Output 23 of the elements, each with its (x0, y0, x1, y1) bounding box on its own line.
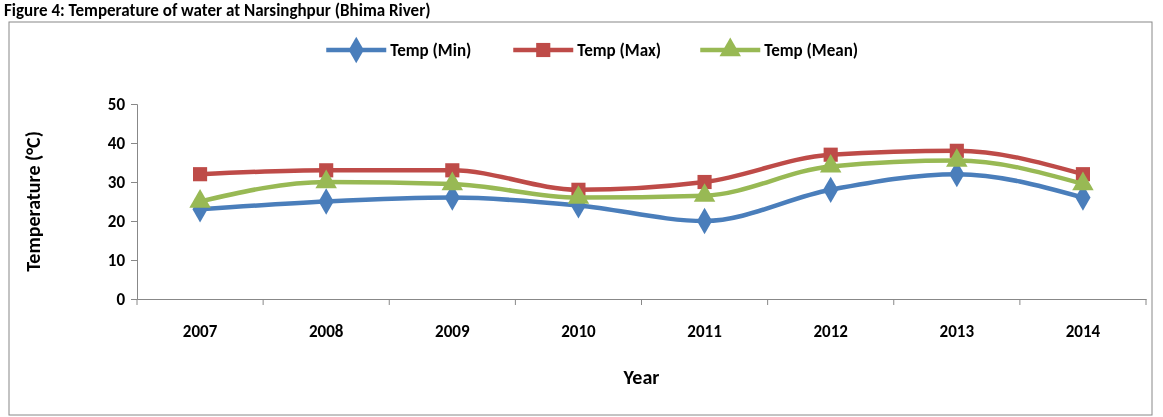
x-tick-label: 2009 (435, 321, 470, 343)
legend-label: Temp (Mean) (764, 40, 859, 61)
point (192, 167, 208, 182)
y-tick-label: 10 (107, 249, 126, 271)
x-tick-label: 2008 (308, 321, 344, 343)
chart-title: Figure 4: Temperature of water at Narsinghpur (Bhima River) (4, 0, 431, 21)
x-tick-label: 2012 (813, 321, 849, 343)
x-tick-label: 2010 (561, 321, 597, 343)
y-tick-label: 40 (107, 132, 126, 154)
y-tick-label: 50 (107, 93, 126, 115)
y-tick-label: 30 (107, 171, 126, 193)
legend-label: Temp (Min) (390, 40, 472, 61)
x-tick-label: 2011 (687, 321, 722, 343)
legend-label: Temp (Max) (577, 40, 662, 61)
x-tick-label: 2014 (1065, 321, 1101, 343)
point (445, 163, 460, 178)
y-tick-label: 20 (107, 210, 126, 232)
point (697, 174, 712, 190)
x-tick-label: 2013 (939, 321, 975, 343)
y-tick-label: 0 (116, 288, 126, 310)
x-axis-title: Year (622, 365, 660, 389)
x-tick-label: 2007 (182, 321, 218, 343)
y-axis-title: Temperature (°C) (21, 131, 45, 272)
